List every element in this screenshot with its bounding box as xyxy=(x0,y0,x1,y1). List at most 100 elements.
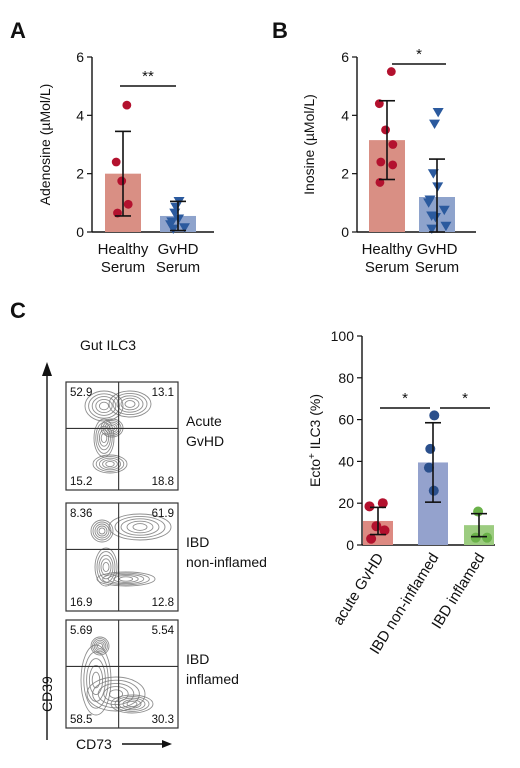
contour-line xyxy=(88,664,104,696)
contour-line xyxy=(118,576,134,582)
contour-line xyxy=(98,401,110,411)
quadrant-percentage: 30.3 xyxy=(152,714,174,726)
flow-plot: 52.9 13.1 15.2 18.8 Acute GvHD xyxy=(65,381,224,491)
contour-line xyxy=(88,393,120,419)
contour-line xyxy=(92,638,108,654)
category-label: GvHD xyxy=(417,241,458,258)
contour-line xyxy=(92,454,128,474)
contour-line xyxy=(94,523,110,539)
quadrant-percentage: 58.5 xyxy=(70,714,92,726)
contour-line xyxy=(112,392,148,416)
category-label: Serum xyxy=(101,259,145,276)
y-tick-label: 100 xyxy=(331,328,355,344)
y-axis-label: Inosine (µMol/L) xyxy=(301,94,317,195)
data-point xyxy=(366,533,377,544)
contour-line xyxy=(100,558,112,576)
panel-letter-a: A xyxy=(10,18,26,43)
data-point xyxy=(427,169,439,179)
data-point xyxy=(364,501,375,512)
data-point xyxy=(429,119,441,130)
quadrant-percentage: 52.9 xyxy=(70,387,92,399)
quadrant-percentage: 8.36 xyxy=(70,508,92,520)
significance-label: * xyxy=(416,46,422,63)
contour-line xyxy=(100,432,108,444)
flow-plot: 5.69 5.54 58.5 30.3 IBD inflamed xyxy=(65,619,239,729)
contour-line xyxy=(98,527,106,535)
contour-line xyxy=(98,429,110,447)
contour-line xyxy=(90,519,114,543)
flow-plot: 8.36 61.9 16.9 12.8 IBD non-inflamed xyxy=(65,502,267,612)
y-tick-label: 6 xyxy=(76,49,84,65)
contour-line xyxy=(92,521,112,541)
contour-line xyxy=(86,676,146,712)
contour-line xyxy=(114,515,166,539)
contour-line xyxy=(102,572,150,586)
data-point xyxy=(386,67,396,76)
contour-line xyxy=(132,523,148,531)
contour-line xyxy=(90,636,110,656)
data-point xyxy=(371,521,382,532)
y-tick-label: 60 xyxy=(338,412,354,428)
data-point xyxy=(423,462,434,473)
quadrant-percentage: 5.54 xyxy=(152,625,175,637)
flow-plot-frame xyxy=(65,381,179,491)
data-point xyxy=(376,157,386,167)
y-axis-label: Ecto+ ILC3 (%) xyxy=(307,394,324,487)
significance-label: * xyxy=(402,390,408,407)
quadrant-percentage: 13.1 xyxy=(152,387,174,399)
category-label: Healthy xyxy=(362,241,413,258)
category-label: Serum xyxy=(415,259,459,276)
data-point xyxy=(379,525,390,536)
y-tick-label: 4 xyxy=(76,107,84,123)
contour-line xyxy=(116,395,144,413)
category-label: acute GvHD xyxy=(330,550,388,628)
data-point xyxy=(432,108,444,118)
significance-label: * xyxy=(462,390,468,407)
data-point xyxy=(167,224,179,235)
contour-line xyxy=(96,525,108,537)
quadrant-percentage: 12.8 xyxy=(152,597,174,609)
contour-line xyxy=(98,457,122,471)
data-point xyxy=(429,410,440,421)
y-tick-label: 0 xyxy=(341,224,349,240)
data-point xyxy=(178,223,190,233)
data-point xyxy=(438,205,450,216)
contour-line xyxy=(122,699,142,709)
quadrant-percentage: 61.9 xyxy=(152,508,174,520)
y-axis-label: Adenosine (µMol/L) xyxy=(37,84,53,206)
data-point xyxy=(123,199,133,209)
category-label: Healthy xyxy=(98,241,149,258)
quadrant-percentage: 5.69 xyxy=(70,625,92,637)
contour-line xyxy=(120,397,140,411)
flow-plot-frame xyxy=(65,502,179,612)
contour-line xyxy=(95,398,113,414)
panel-letter-b: B xyxy=(272,18,288,43)
contour-line xyxy=(97,425,111,451)
contour-line xyxy=(98,554,114,580)
data-point xyxy=(388,140,398,149)
flow-plot-label: GvHD xyxy=(186,433,224,449)
contour-line xyxy=(102,459,118,469)
y-tick-label: 2 xyxy=(341,166,349,182)
quadrant-percentage: 15.2 xyxy=(70,476,92,488)
contour-line xyxy=(113,575,139,583)
cd73-axis-label: CD73 xyxy=(76,736,112,752)
flow-title: Gut ILC3 xyxy=(80,337,136,353)
y-tick-label: 0 xyxy=(346,537,354,553)
flow-plot-label: inflamed xyxy=(186,671,239,687)
contour-line xyxy=(120,518,160,536)
quadrant-percentage: 16.9 xyxy=(70,597,92,609)
flow-plot-label: IBD xyxy=(186,651,209,667)
data-point xyxy=(377,498,388,509)
data-point xyxy=(111,157,121,167)
data-point xyxy=(117,176,127,186)
flow-cytometry-panel: Gut ILC3 52.9 13.1 15.2 18.8 Acute GvHD 8.36 61… xyxy=(39,337,267,752)
data-point xyxy=(429,213,441,223)
contour-line xyxy=(93,639,107,653)
y-tick-label: 20 xyxy=(338,495,354,511)
contour-line xyxy=(97,682,135,706)
